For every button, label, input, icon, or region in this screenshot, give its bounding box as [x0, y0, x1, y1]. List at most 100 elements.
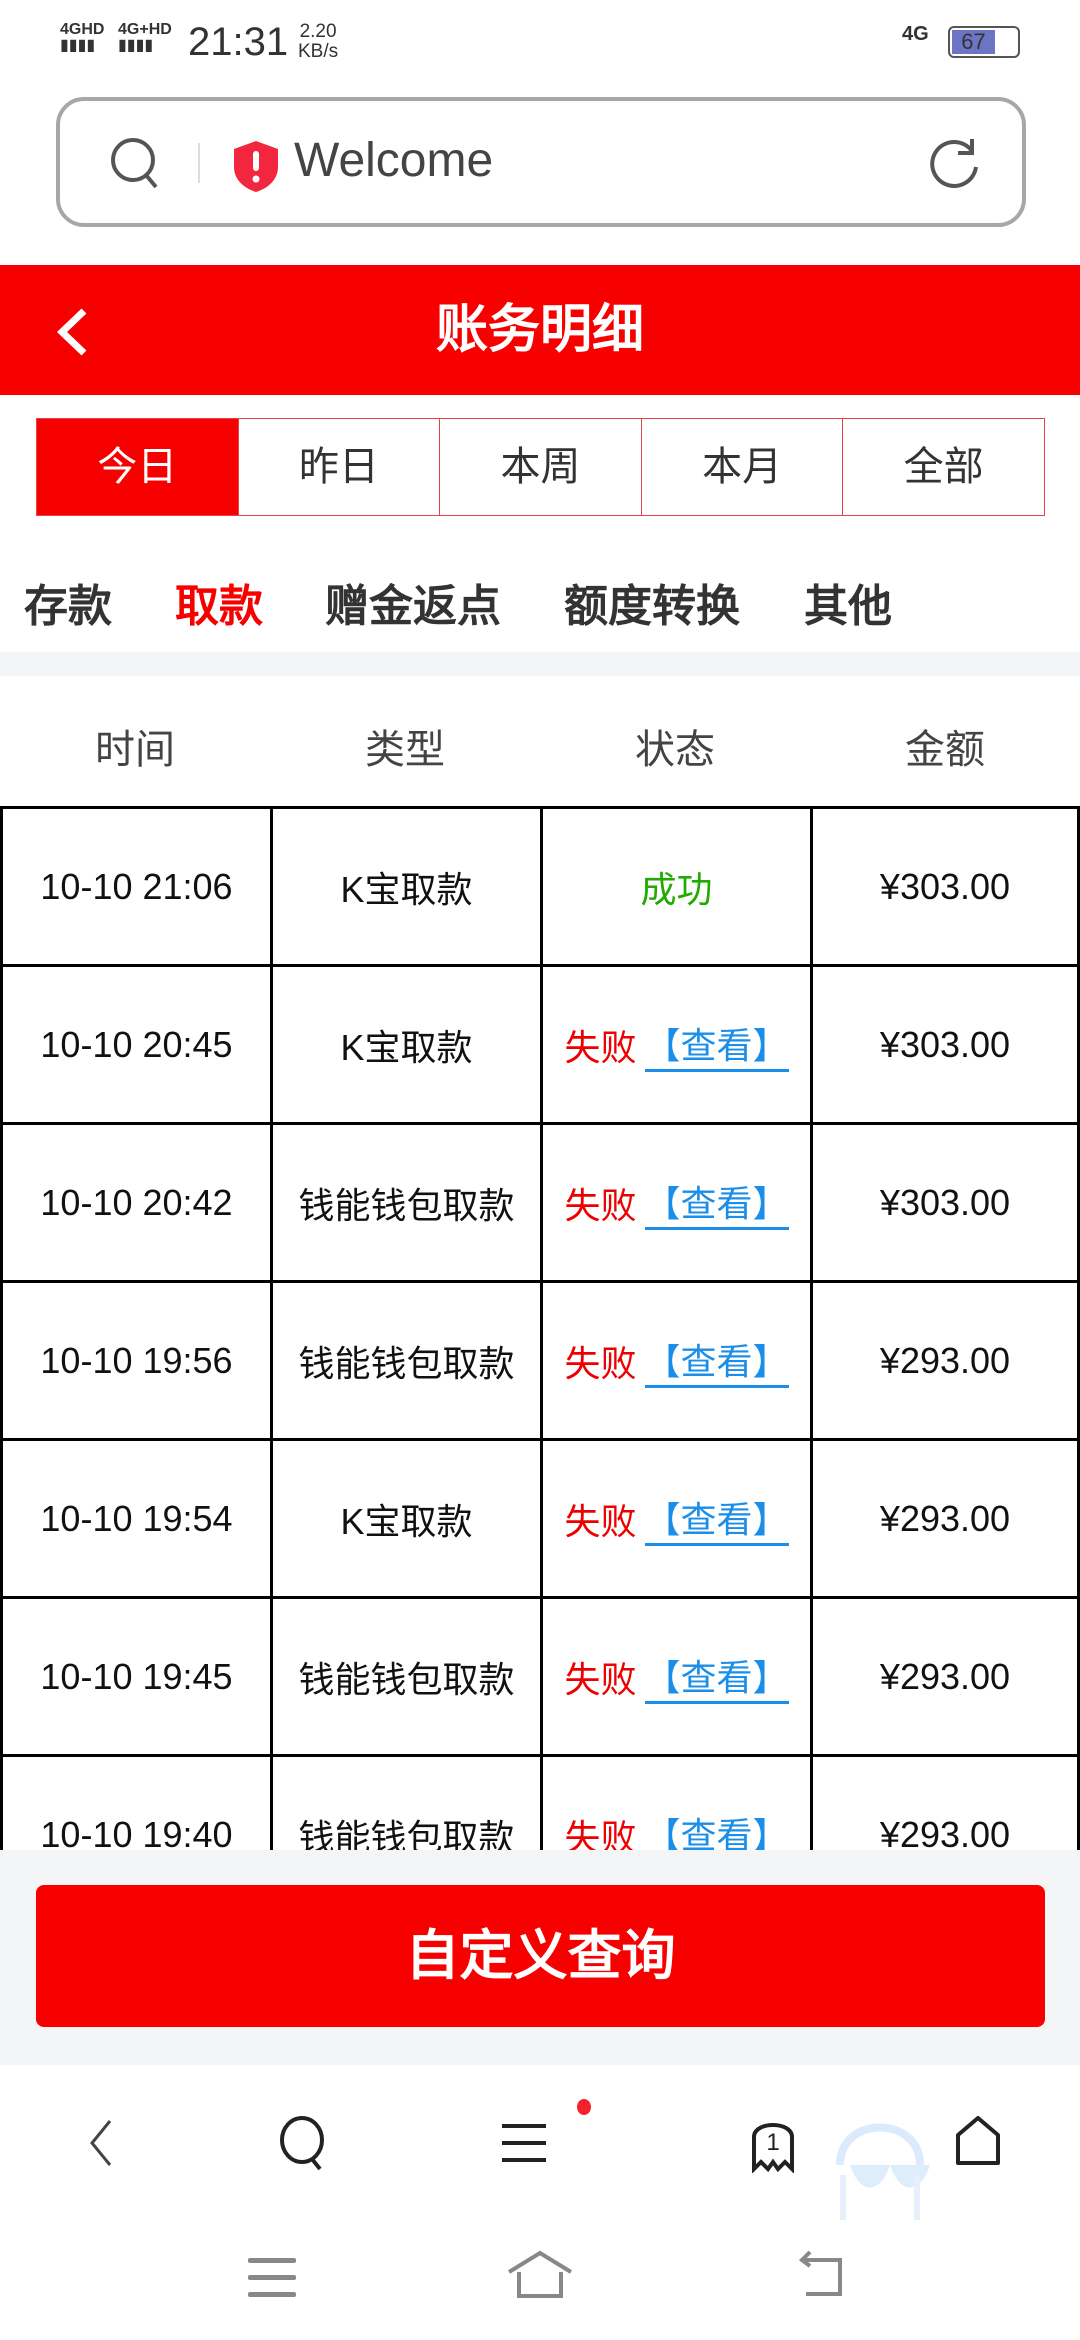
cell-amount-text: ¥303.00 — [879, 1023, 1011, 1065]
cell-time-text: 10-10 20:45 — [40, 1023, 233, 1065]
cell-type-text: K宝取款 — [340, 1500, 473, 1542]
tab-all[interactable]: 全部 — [842, 419, 1044, 515]
cell-status-text: 失败 — [564, 1026, 637, 1068]
cell-time-text: 10-10 19:54 — [40, 1497, 233, 1539]
search-icon[interactable] — [278, 2115, 330, 2171]
cell-time-text: 10-10 21:06 — [40, 865, 233, 907]
tab-count: 1 — [766, 2129, 780, 2156]
tab-deposit[interactable]: 存款 — [24, 582, 112, 631]
notification-dot — [577, 2099, 591, 2115]
tab-bonus-rebate[interactable]: 赠金返点 — [325, 582, 501, 631]
tab-withdraw[interactable]: 取款 — [175, 582, 263, 631]
cell-amount: ¥293.00 — [810, 1441, 1080, 1596]
cell-type: K宝取款 — [270, 967, 540, 1122]
shield-alert-icon — [234, 141, 278, 192]
cell-status-text: 失败 — [564, 1184, 637, 1226]
tabs-icon — [752, 2123, 794, 2174]
tab-today[interactable]: 今日 — [37, 419, 238, 515]
table-row: 10-10 21:06 K宝取款 成功 ¥303.00 — [0, 806, 1080, 964]
header-status: 状态 — [635, 728, 715, 772]
page-title: 账务明细 — [435, 301, 644, 359]
cell-amount-text: ¥293.00 — [879, 1813, 1011, 1851]
cell-time: 10-10 21:06 — [0, 809, 270, 964]
tab-yesterday[interactable]: 昨日 — [237, 419, 440, 515]
search-icon[interactable] — [108, 135, 164, 191]
cell-amount: ¥293.00 — [810, 1283, 1080, 1438]
cell-status-text: 成功 — [640, 868, 713, 910]
tab-this-month[interactable]: 本月 — [640, 419, 843, 515]
cell-status: 失败 【查看】 — [540, 1757, 810, 1850]
cell-type: K宝取款 — [270, 809, 540, 964]
cell-status-text: 失败 — [564, 1658, 637, 1700]
cell-amount-text: ¥303.00 — [879, 1181, 1011, 1223]
cell-status: 失败 【查看】 — [540, 1441, 810, 1596]
cell-type: 钱能钱包取款 — [270, 1757, 540, 1850]
view-details-link[interactable]: 【查看】 — [644, 1175, 789, 1230]
table-row: 10-10 20:45 K宝取款 失败 【查看】 ¥303.00 — [0, 964, 1080, 1122]
cell-type-text: 钱能钱包取款 — [298, 1816, 515, 1851]
address-bar[interactable]: Welcome — [56, 97, 1026, 227]
cell-time-text: 10-10 19:45 — [40, 1655, 233, 1697]
header-type: 类型 — [365, 728, 445, 772]
tab-credit-transfer[interactable]: 额度转换 — [564, 582, 740, 631]
cell-time: 10-10 20:42 — [0, 1125, 270, 1280]
cell-type: 钱能钱包取款 — [270, 1599, 540, 1754]
view-details-link[interactable]: 【查看】 — [644, 1333, 789, 1388]
view-details-link[interactable]: 【查看】 — [644, 1649, 789, 1704]
refresh-icon[interactable] — [928, 137, 982, 191]
cell-type-text: K宝取款 — [340, 1026, 473, 1068]
cell-status: 成功 — [540, 809, 810, 964]
menu-icon[interactable] — [500, 2120, 550, 2170]
cell-type: 钱能钱包取款 — [270, 1125, 540, 1280]
cell-time: 10-10 19:54 — [0, 1441, 270, 1596]
custom-query-button[interactable]: 自定义查询 — [36, 1885, 1045, 2027]
cell-time-text: 10-10 19:56 — [40, 1339, 233, 1381]
cell-type-text: 钱能钱包取款 — [298, 1342, 515, 1384]
view-details-link[interactable]: 【查看】 — [645, 1807, 789, 1850]
cell-type-text: K宝取款 — [340, 868, 473, 910]
tab-this-week[interactable]: 本周 — [439, 419, 641, 515]
cell-status-text: 失败 — [564, 1342, 637, 1384]
cell-amount: ¥293.00 — [810, 1599, 1080, 1754]
system-back-icon[interactable] — [798, 2250, 850, 2300]
view-details-link[interactable]: 【查看】 — [644, 1491, 789, 1546]
tab-other[interactable]: 其他 — [804, 582, 892, 631]
cell-status-text: 失败 — [564, 1500, 637, 1542]
browser-toolbar: 1 — [0, 2065, 1080, 2220]
back-arrow-icon[interactable] — [52, 307, 92, 357]
cell-status: 失败 【查看】 — [540, 1125, 810, 1280]
cell-time: 10-10 19:45 — [0, 1599, 270, 1754]
cell-amount-text: ¥303.00 — [879, 865, 1011, 907]
cell-amount: ¥293.00 — [810, 1757, 1080, 1850]
recent-apps-icon[interactable] — [246, 2256, 298, 2300]
cell-type: K宝取款 — [270, 1441, 540, 1596]
cell-type: 钱能钱包取款 — [270, 1283, 540, 1438]
view-details-link[interactable]: 【查看】 — [644, 1017, 789, 1072]
status-bar: 4GHD ▮▮▮▮ 4G+HD ▮▮▮▮ 21:31 2.20 KB/s 4G 67 — [0, 0, 1080, 85]
back-icon[interactable] — [86, 2117, 116, 2167]
cell-amount: ¥303.00 — [810, 967, 1080, 1122]
system-nav-bar — [0, 2220, 1080, 2340]
signal-bars-icon: ▮▮▮▮ — [118, 37, 154, 54]
header-amount: 金额 — [905, 728, 985, 772]
cell-time: 10-10 19:40 — [0, 1757, 270, 1850]
cell-status: 失败 【查看】 — [540, 967, 810, 1122]
table-row: 10-10 19:40 钱能钱包取款 失败 【查看】 ¥293.00 — [0, 1754, 1080, 1850]
system-home-icon[interactable] — [505, 2250, 575, 2300]
floating-assistant-icon[interactable] — [820, 2105, 940, 2225]
page-header: 账务明细 — [0, 265, 1080, 395]
transactions-table: 10-10 21:06 K宝取款 成功 ¥303.00 10-10 20:45 K宝取款失… — [0, 806, 1080, 1850]
table-header: 时间 类型 状态 金额 — [0, 705, 1080, 795]
signal-1: 4GHD ▮▮▮▮ — [60, 21, 105, 54]
table-row: 10-10 19:56 钱能钱包取款 失败 【查看】 ¥293.00 — [0, 1280, 1080, 1438]
table-row: 10-10 19:45 钱能钱包取款 失败 【查看】 ¥293.00 — [0, 1596, 1080, 1754]
tabs-button[interactable]: 1 — [750, 2117, 796, 2174]
cell-type-text: 钱能钱包取款 — [298, 1184, 515, 1226]
cell-status: 失败 【查看】 — [540, 1599, 810, 1754]
home-icon[interactable] — [954, 2115, 1002, 2167]
battery-icon: 67 — [948, 26, 1020, 58]
divider — [198, 143, 200, 183]
cell-time: 10-10 20:45 — [0, 967, 270, 1122]
category-tabs: 存款 取款 赠金返点 额度转换 其他 — [0, 570, 1080, 640]
cell-status: 失败 【查看】 — [540, 1283, 810, 1438]
